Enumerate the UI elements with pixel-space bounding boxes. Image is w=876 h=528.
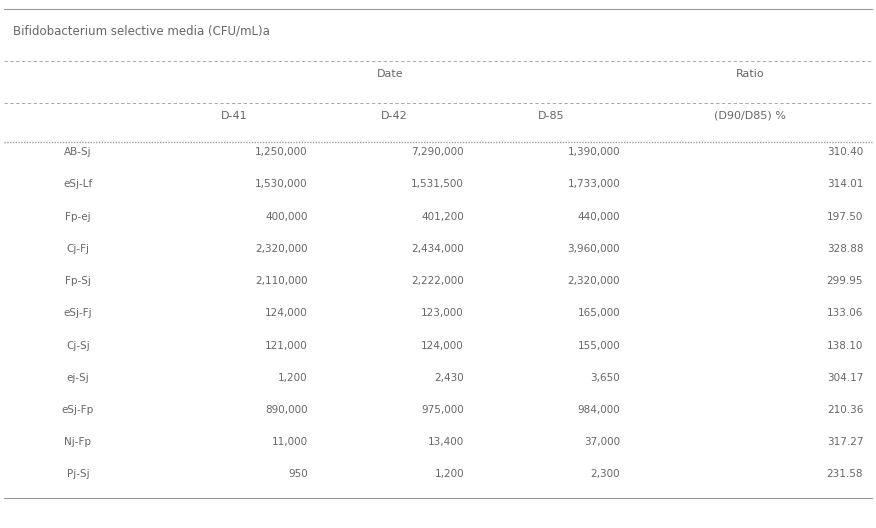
Text: 984,000: 984,000 bbox=[577, 405, 620, 415]
Text: 13,400: 13,400 bbox=[427, 437, 464, 447]
Text: 197.50: 197.50 bbox=[827, 212, 863, 222]
Text: 314.01: 314.01 bbox=[827, 180, 863, 190]
Text: 1,200: 1,200 bbox=[279, 373, 307, 383]
Text: 121,000: 121,000 bbox=[265, 341, 307, 351]
Text: 11,000: 11,000 bbox=[272, 437, 307, 447]
Text: 1,733,000: 1,733,000 bbox=[568, 180, 620, 190]
Text: 155,000: 155,000 bbox=[577, 341, 620, 351]
Text: eSj-Fj: eSj-Fj bbox=[64, 308, 92, 318]
Text: 124,000: 124,000 bbox=[265, 308, 307, 318]
Text: D-85: D-85 bbox=[538, 111, 564, 121]
Text: 2,222,000: 2,222,000 bbox=[411, 276, 464, 286]
Text: 37,000: 37,000 bbox=[584, 437, 620, 447]
Text: 2,320,000: 2,320,000 bbox=[255, 244, 307, 254]
Text: 138.10: 138.10 bbox=[827, 341, 863, 351]
Text: ej-Sj: ej-Sj bbox=[67, 373, 89, 383]
Text: 975,000: 975,000 bbox=[421, 405, 464, 415]
Text: 133.06: 133.06 bbox=[827, 308, 863, 318]
Text: 304.17: 304.17 bbox=[827, 373, 863, 383]
Text: 2,110,000: 2,110,000 bbox=[255, 276, 307, 286]
Text: Fp-ej: Fp-ej bbox=[65, 212, 91, 222]
Text: 890,000: 890,000 bbox=[265, 405, 307, 415]
Text: 231.58: 231.58 bbox=[827, 469, 863, 479]
Text: 1,530,000: 1,530,000 bbox=[255, 180, 307, 190]
Text: eSj-Fp: eSj-Fp bbox=[62, 405, 94, 415]
Text: 299.95: 299.95 bbox=[827, 276, 863, 286]
Text: Cj-Sj: Cj-Sj bbox=[66, 341, 90, 351]
Text: 7,290,000: 7,290,000 bbox=[412, 147, 464, 157]
Text: 2,430: 2,430 bbox=[434, 373, 464, 383]
Text: Cj-Fj: Cj-Fj bbox=[67, 244, 89, 254]
Text: Date: Date bbox=[377, 69, 404, 79]
Text: Fp-Sj: Fp-Sj bbox=[65, 276, 91, 286]
Text: 165,000: 165,000 bbox=[577, 308, 620, 318]
Text: 3,650: 3,650 bbox=[590, 373, 620, 383]
Text: 2,434,000: 2,434,000 bbox=[411, 244, 464, 254]
Text: 310.40: 310.40 bbox=[827, 147, 863, 157]
Text: Nj-Fp: Nj-Fp bbox=[65, 437, 91, 447]
Text: (D90/D85) %: (D90/D85) % bbox=[715, 111, 787, 121]
Text: 1,250,000: 1,250,000 bbox=[255, 147, 307, 157]
Text: 123,000: 123,000 bbox=[421, 308, 464, 318]
Text: D-42: D-42 bbox=[381, 111, 408, 121]
Text: 3,960,000: 3,960,000 bbox=[568, 244, 620, 254]
Text: 328.88: 328.88 bbox=[827, 244, 863, 254]
Text: 440,000: 440,000 bbox=[577, 212, 620, 222]
Text: 1,200: 1,200 bbox=[434, 469, 464, 479]
Text: Ratio: Ratio bbox=[736, 69, 765, 79]
Text: 317.27: 317.27 bbox=[827, 437, 863, 447]
Text: AB-Sj: AB-Sj bbox=[64, 147, 92, 157]
Text: 950: 950 bbox=[288, 469, 307, 479]
Text: D-41: D-41 bbox=[221, 111, 247, 121]
Text: 1,390,000: 1,390,000 bbox=[568, 147, 620, 157]
Text: 400,000: 400,000 bbox=[265, 212, 307, 222]
Text: Bifidobacterium selective media (CFU/mL)a: Bifidobacterium selective media (CFU/mL)… bbox=[13, 25, 270, 38]
Text: 401,200: 401,200 bbox=[421, 212, 464, 222]
Text: eSj-Lf: eSj-Lf bbox=[63, 180, 93, 190]
Text: Pj-Sj: Pj-Sj bbox=[67, 469, 89, 479]
Text: 210.36: 210.36 bbox=[827, 405, 863, 415]
Text: 1,531,500: 1,531,500 bbox=[411, 180, 464, 190]
Text: 2,320,000: 2,320,000 bbox=[568, 276, 620, 286]
Text: 124,000: 124,000 bbox=[421, 341, 464, 351]
Text: 2,300: 2,300 bbox=[590, 469, 620, 479]
